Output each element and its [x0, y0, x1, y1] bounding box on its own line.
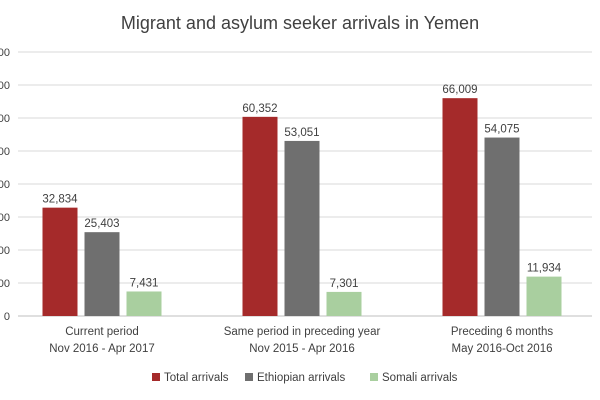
- y-tick-label: 00: [0, 47, 10, 59]
- bars: [42, 98, 562, 316]
- y-tick-label: 00: [0, 80, 10, 92]
- bar: [442, 98, 478, 316]
- y-tick-label: 00: [0, 278, 10, 290]
- legend-entry: Somali arrivals: [382, 372, 458, 384]
- legend-entry: Total arrivals: [164, 372, 229, 384]
- category-label: Current period: [65, 326, 139, 338]
- bar: [242, 116, 278, 316]
- data-label: 11,934: [527, 263, 562, 275]
- bar: [326, 291, 362, 316]
- y-tick-label: 0: [4, 311, 10, 323]
- y-tick-label: 00: [0, 113, 10, 125]
- category-label: Same period in preceding year: [224, 326, 381, 338]
- y-tick-label: 00: [0, 245, 10, 257]
- data-label: 54,075: [484, 124, 519, 136]
- bar: [484, 137, 520, 316]
- legend-swatch: [245, 373, 253, 381]
- legend-swatch: [152, 373, 160, 381]
- data-label: 60,352: [242, 103, 277, 115]
- y-tick-label: 00: [0, 212, 10, 224]
- data-label: 7,431: [130, 277, 159, 289]
- data-label: 7,301: [330, 278, 359, 290]
- data-label: 53,051: [284, 127, 319, 139]
- bar: [526, 276, 562, 316]
- chart-title: Migrant and asylum seeker arrivals in Ye…: [121, 13, 479, 33]
- bar: [42, 207, 78, 316]
- data-labels: 32,834 60,352 66,009 25,403 53,051 54,075 7,43…: [42, 84, 561, 290]
- category-label: Nov 2016 - Apr 2017: [49, 343, 155, 355]
- legend-swatch: [370, 373, 378, 381]
- legend-entry: Ethiopian arrivals: [257, 372, 345, 384]
- data-label: 32,834: [42, 194, 78, 206]
- data-label: 25,403: [84, 218, 119, 230]
- y-tick-label: 00: [0, 179, 10, 191]
- category-label: Nov 2015 - Apr 2016: [249, 343, 355, 355]
- category-label: May 2016-Oct 2016: [451, 343, 552, 355]
- y-tick-label: 00: [0, 146, 10, 158]
- category-labels: Current period Nov 2016 - Apr 2017 Same pe…: [49, 326, 553, 355]
- bar: [284, 140, 320, 316]
- legend: Total arrivals Ethiopian arrivals Somali a…: [152, 372, 458, 384]
- bar: [84, 232, 120, 316]
- data-label: 66,009: [442, 84, 477, 96]
- bar: [126, 291, 162, 316]
- category-label: Preceding 6 months: [451, 326, 554, 338]
